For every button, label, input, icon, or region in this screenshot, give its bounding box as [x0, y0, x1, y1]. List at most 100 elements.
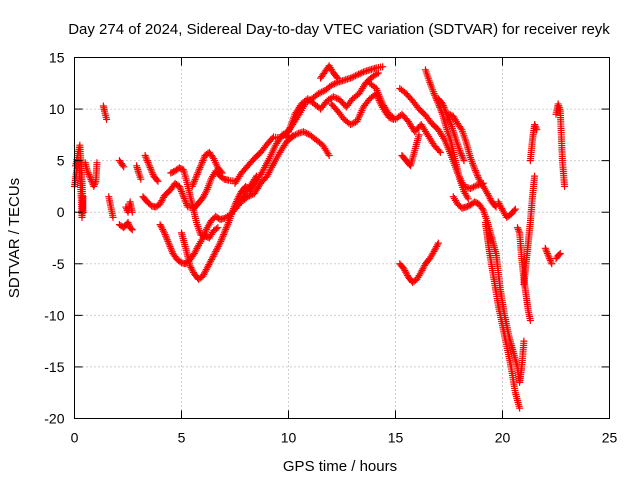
data-point [532, 124, 540, 132]
data-point [230, 204, 238, 212]
data-point [202, 225, 210, 233]
data-point [212, 225, 220, 233]
series-arc-35 [526, 121, 541, 165]
data-point [244, 193, 252, 201]
data-point [175, 182, 183, 190]
data-point [544, 251, 552, 259]
data-point [197, 160, 205, 168]
data-point [120, 163, 128, 171]
data-point [205, 261, 213, 269]
data-point [324, 150, 332, 158]
data-point [166, 243, 174, 251]
x-axis-label: GPS time / hours [283, 458, 397, 475]
data-point [334, 74, 342, 82]
data-point [90, 182, 98, 190]
data-point [485, 193, 493, 201]
data-point [192, 174, 200, 182]
data-point [191, 176, 199, 184]
data-point [457, 150, 465, 158]
data-point [546, 256, 554, 264]
data-point [347, 74, 355, 82]
data-point [143, 155, 151, 163]
data-point [495, 200, 503, 208]
data-point [442, 109, 450, 117]
data-point [201, 189, 209, 197]
data-point [233, 196, 241, 204]
data-point [141, 151, 149, 159]
data-point [332, 79, 340, 87]
series-arc-09 [133, 162, 145, 183]
data-point [443, 110, 451, 118]
data-point [127, 225, 135, 233]
data-point [268, 134, 276, 142]
data-point [496, 201, 504, 209]
data-point [457, 124, 465, 132]
series-arc-25 [421, 66, 472, 203]
data-point [221, 227, 229, 235]
data-point [201, 190, 209, 198]
data-point [177, 186, 185, 194]
data-point [471, 165, 479, 173]
data-point [165, 239, 173, 247]
data-point [514, 225, 522, 233]
series-arc-22 [366, 79, 444, 156]
data-point [547, 258, 555, 266]
data-point [218, 234, 226, 242]
data-point [435, 147, 443, 155]
data-point [161, 231, 169, 239]
x-tick-label: 15 [388, 430, 404, 446]
data-point [486, 195, 494, 203]
data-point [207, 257, 215, 265]
data-point [526, 317, 534, 325]
data-point [196, 164, 204, 172]
data-point [358, 69, 366, 77]
data-layer [71, 62, 569, 412]
data-point [459, 153, 467, 161]
data-point [353, 71, 361, 79]
data-point [494, 198, 502, 206]
data-point [516, 404, 524, 412]
data-point [471, 167, 479, 175]
data-point [548, 260, 556, 268]
data-point [199, 157, 207, 165]
y-tick-label: -15 [44, 359, 64, 375]
data-point [193, 245, 201, 253]
data-point [511, 205, 519, 213]
data-point [229, 206, 237, 214]
series-arc-04 [99, 102, 111, 123]
data-point [204, 262, 212, 270]
data-point [301, 129, 309, 137]
data-point [214, 242, 222, 250]
data-point [470, 183, 478, 191]
series-arc-20 [317, 62, 342, 82]
data-point [331, 80, 339, 88]
data-point [217, 236, 225, 244]
data-point [415, 131, 423, 139]
data-point [203, 264, 211, 272]
data-point [217, 168, 225, 176]
data-point [420, 263, 428, 271]
data-point [374, 69, 382, 77]
chart-title: Day 274 of 2024, Sidereal Day-to-day VTE… [68, 21, 610, 38]
data-point [168, 246, 176, 254]
series-arc-03 [81, 159, 101, 190]
series-arc-06 [115, 157, 128, 171]
data-point [333, 73, 341, 81]
data-point [103, 115, 111, 123]
data-point [280, 131, 288, 139]
data-point [460, 157, 468, 165]
data-point [178, 188, 185, 196]
data-point [436, 148, 444, 156]
data-point [91, 179, 99, 187]
series-arc-14 [178, 182, 254, 283]
data-point [159, 226, 167, 234]
series-arc-33 [513, 224, 534, 325]
x-tick-label: 5 [178, 430, 186, 446]
data-point [211, 249, 219, 257]
data-point [316, 89, 324, 97]
data-point [192, 172, 200, 180]
data-point [236, 191, 244, 199]
data-point [484, 191, 492, 199]
data-point [124, 219, 132, 227]
series-arc-11 [141, 151, 162, 185]
